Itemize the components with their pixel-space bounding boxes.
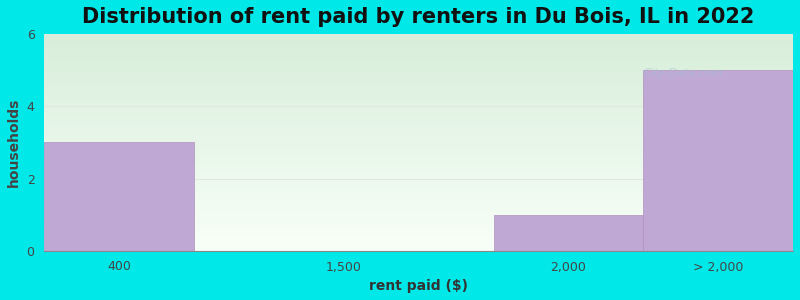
Title: Distribution of rent paid by renters in Du Bois, IL in 2022: Distribution of rent paid by renters in …: [82, 7, 755, 27]
X-axis label: rent paid ($): rent paid ($): [369, 279, 468, 293]
Text: City-Data.com: City-Data.com: [643, 68, 722, 78]
Bar: [494, 215, 643, 251]
Bar: [44, 142, 194, 251]
Y-axis label: households: households: [7, 98, 21, 187]
Bar: [643, 70, 793, 251]
